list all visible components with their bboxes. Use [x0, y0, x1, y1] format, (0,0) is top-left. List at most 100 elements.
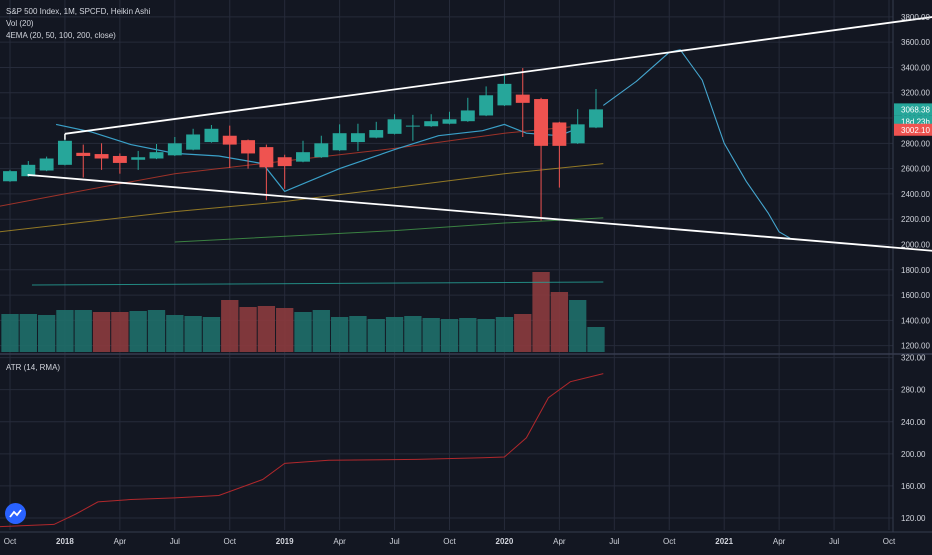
- price-tick-label: 1200.00: [901, 342, 930, 351]
- time-tick-label: Jul: [389, 537, 399, 546]
- candle-body: [552, 122, 567, 146]
- time-tick-label: Apr: [333, 537, 346, 546]
- price-tick-label: 2000.00: [901, 241, 930, 250]
- candle-body: [76, 152, 91, 156]
- candle-body: [570, 124, 585, 144]
- candle-body: [222, 135, 237, 145]
- volume-bar: [495, 317, 514, 352]
- time-tick-label: 2019: [276, 537, 294, 546]
- volume-bar: [587, 327, 605, 352]
- time-tick-label: Apr: [114, 537, 127, 546]
- price-tick-label: 1800.00: [901, 266, 930, 275]
- atr-tick-label: 280.00: [901, 386, 926, 395]
- last-price-badge-bg: [894, 103, 932, 116]
- volume-bar: [569, 300, 587, 352]
- time-tick-label: Oct: [663, 537, 676, 546]
- candle-body: [405, 125, 420, 127]
- tradingview-logo-icon[interactable]: [5, 503, 26, 524]
- time-tick-label: 2018: [56, 537, 74, 546]
- candle-body: [94, 154, 109, 159]
- candle-body: [424, 121, 439, 127]
- candle-body: [149, 152, 164, 159]
- candle-body: [369, 130, 384, 138]
- volume-bar: [221, 300, 239, 352]
- upper-trendline: [64, 16, 932, 135]
- time-tick-label: Jul: [170, 537, 180, 546]
- last-price-badge-text: 3068.38: [901, 105, 930, 114]
- candle-body: [497, 83, 512, 106]
- candle-body: [259, 147, 274, 168]
- atr-legend: ATR (14, RMA): [6, 363, 61, 372]
- volume-bar: [404, 316, 422, 352]
- volume-bar: [92, 312, 111, 352]
- price-tick-label: 2400.00: [901, 190, 930, 199]
- price-axis: 1200.00 1400.00 1600.00 1800.00 2000.00 2200.…: [901, 13, 930, 523]
- volume-bar: [111, 312, 129, 352]
- candle-body: [39, 158, 54, 171]
- volume-bar: [385, 317, 404, 352]
- volume-bar: [56, 310, 74, 352]
- time-tick-label: Jul: [829, 537, 839, 546]
- volume-legend: Vol (20): [6, 19, 34, 28]
- volume-bar: [477, 319, 495, 352]
- chart-title: S&P 500 Index, 1M, SPCFD, Heikin Ashi: [6, 7, 151, 16]
- volume-bar: [1, 314, 19, 352]
- volume-bar: [294, 312, 312, 352]
- volume-bar: [459, 318, 477, 352]
- volume-bar: [532, 272, 550, 352]
- ema20-line: [55, 123, 582, 193]
- volume-bar: [129, 311, 147, 352]
- volume-bar: [440, 319, 459, 352]
- candle-body: [479, 95, 494, 116]
- volume-bar: [19, 314, 37, 352]
- ema100-line: [0, 163, 604, 233]
- volume-bar: [147, 310, 166, 352]
- volume-bar: [239, 307, 257, 352]
- candle-body: [167, 143, 182, 156]
- candle-body: [277, 157, 292, 167]
- candle-body: [387, 119, 402, 134]
- volume-bar: [37, 315, 56, 352]
- candle-body: [204, 128, 219, 143]
- candle-body: [534, 99, 549, 146]
- lower-trendline: [27, 174, 932, 252]
- time-tick-label: Apr: [773, 537, 786, 546]
- volume-bar: [202, 317, 221, 352]
- volume-bar: [74, 310, 92, 352]
- candle-body: [442, 119, 457, 124]
- price-tick-label: 3800.00: [901, 13, 930, 22]
- candle-body: [589, 109, 603, 128]
- ema-value-badge-bg: [894, 123, 932, 136]
- grid-lines: [0, 0, 893, 530]
- time-tick-label: Apr: [553, 537, 566, 546]
- candle-body: [460, 110, 475, 122]
- volume-bar: [166, 315, 184, 352]
- ema-legend: 4EMA (20, 50, 100, 200, close): [6, 31, 116, 40]
- volume-bar: [184, 316, 202, 352]
- time-tick-label: 2020: [496, 537, 514, 546]
- candle-body: [131, 157, 146, 160]
- candle-body: [332, 133, 347, 151]
- candles: [3, 68, 603, 221]
- ema-value-badge: 3002.10: [894, 123, 932, 136]
- volume-bar: [276, 308, 294, 352]
- time-tick-label: Oct: [443, 537, 456, 546]
- volume-bar: [514, 314, 532, 352]
- volume-bar: [550, 292, 569, 352]
- volume-ma-line: [31, 281, 604, 286]
- price-tick-label: 3400.00: [901, 63, 930, 72]
- time-tick-label: Jul: [609, 537, 619, 546]
- candle-body: [3, 171, 17, 182]
- candle-body: [112, 155, 127, 163]
- atr-tick-label: 240.00: [901, 418, 926, 427]
- candle-body: [186, 134, 201, 150]
- atr-tick-label: 320.00: [901, 354, 926, 363]
- candle-body: [350, 133, 365, 143]
- time-axis: Oct 2018 Apr Jul Oct 2019 Apr Jul Oct 2020 Apr Jul O…: [4, 537, 896, 546]
- time-tick-label: Oct: [224, 537, 237, 546]
- price-tick-label: 3200.00: [901, 89, 930, 98]
- candle-body: [57, 140, 72, 165]
- candle-body: [21, 164, 36, 177]
